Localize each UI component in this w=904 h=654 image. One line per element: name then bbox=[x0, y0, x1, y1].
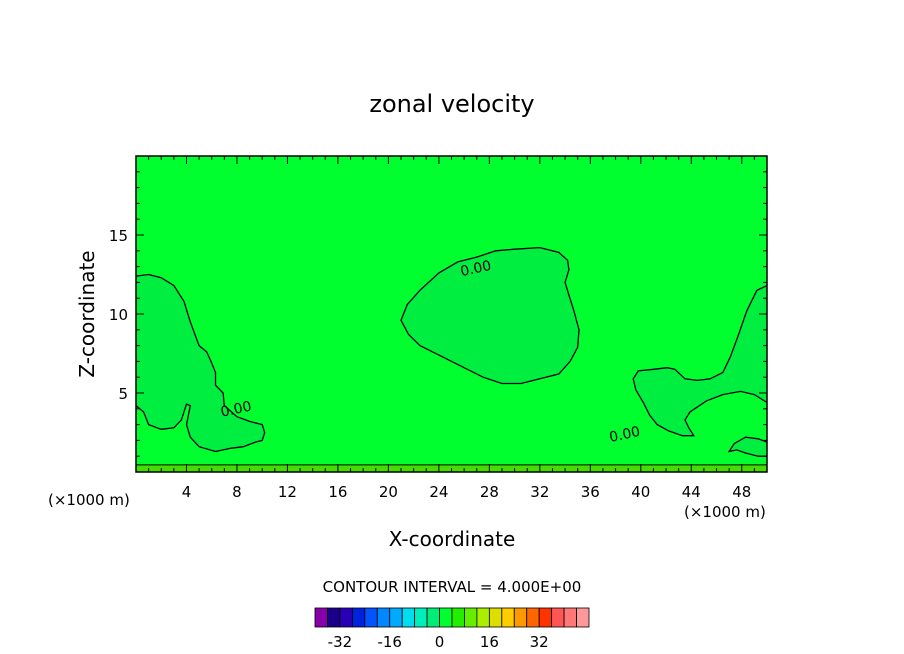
colorbar-swatch bbox=[426, 607, 440, 628]
colorbar-swatch bbox=[526, 607, 540, 628]
y-tick-label: 5 bbox=[118, 385, 128, 403]
x-tick-label: 48 bbox=[732, 483, 751, 501]
x-unit-right: (×1000 m) bbox=[684, 503, 766, 521]
colorbar-swatch bbox=[513, 607, 528, 628]
y-tick-label: 15 bbox=[109, 227, 128, 245]
y-axis-label: Z-coordinate bbox=[75, 250, 99, 377]
colorbar-swatch bbox=[439, 607, 453, 628]
colorbar-tick-label: 16 bbox=[480, 633, 499, 651]
chart-title: zonal velocity bbox=[369, 90, 534, 118]
colorbar-swatch bbox=[376, 607, 391, 628]
colorbar-tick-label: 0 bbox=[435, 633, 445, 651]
colorbar-swatch bbox=[488, 607, 503, 628]
colorbar-swatch bbox=[464, 607, 478, 628]
x-tick-label: 24 bbox=[429, 483, 448, 501]
colorbar-tick-label: -32 bbox=[328, 633, 353, 651]
x-tick-label: 8 bbox=[232, 483, 242, 501]
contour-label-1: 0.00 bbox=[459, 258, 493, 280]
contour-label-2: 0.00 bbox=[219, 399, 253, 421]
colorbar-swatch bbox=[576, 607, 590, 628]
colorbar-swatch bbox=[551, 607, 565, 628]
x-unit-left: (×1000 m) bbox=[48, 491, 130, 509]
zero-contour-3 bbox=[632, 285, 768, 437]
colorbar-swatch bbox=[351, 607, 366, 628]
colorbar-swatch bbox=[364, 607, 378, 628]
x-axis-label: X-coordinate bbox=[389, 527, 516, 551]
contour-label-3: 0.00 bbox=[608, 424, 642, 446]
colorbar-swatch bbox=[451, 607, 465, 628]
x-tick-label: 36 bbox=[581, 483, 600, 501]
colorbar-swatch bbox=[401, 607, 416, 628]
x-tick-label: 12 bbox=[278, 483, 297, 501]
zero-contour-2 bbox=[400, 246, 580, 385]
colorbar-swatch bbox=[314, 607, 328, 628]
colorbar-tick-label: -16 bbox=[377, 633, 402, 651]
x-tick-label: 20 bbox=[379, 483, 398, 501]
colorbar-swatch bbox=[327, 607, 341, 628]
x-tick-label: 4 bbox=[182, 483, 192, 501]
x-tick-label: 44 bbox=[682, 483, 701, 501]
y-tick-label: 10 bbox=[109, 306, 128, 324]
x-tick-label: 32 bbox=[530, 483, 549, 501]
colorbar-swatch bbox=[476, 607, 490, 628]
colorbar-swatch bbox=[501, 607, 515, 628]
colorbar: -32 -16 0 16 32 bbox=[314, 607, 590, 651]
colorbar-swatch bbox=[339, 607, 353, 628]
zero-contour-4 bbox=[727, 436, 768, 457]
colorbar-swatch bbox=[389, 607, 403, 628]
colorbar-tick-label: 32 bbox=[530, 633, 549, 651]
contour-interval-text: CONTOUR INTERVAL = 4.000E+00 bbox=[323, 578, 582, 596]
x-tick-label: 40 bbox=[631, 483, 650, 501]
x-tick-label: 16 bbox=[328, 483, 347, 501]
x-tick-label: 28 bbox=[480, 483, 499, 501]
colorbar-swatch bbox=[538, 607, 553, 628]
zero-contour-1 bbox=[135, 273, 266, 453]
colorbar-swatch bbox=[563, 607, 577, 628]
colorbar-swatch bbox=[414, 607, 428, 628]
plot-area: 0.00 0.00 0.00 bbox=[135, 156, 768, 472]
